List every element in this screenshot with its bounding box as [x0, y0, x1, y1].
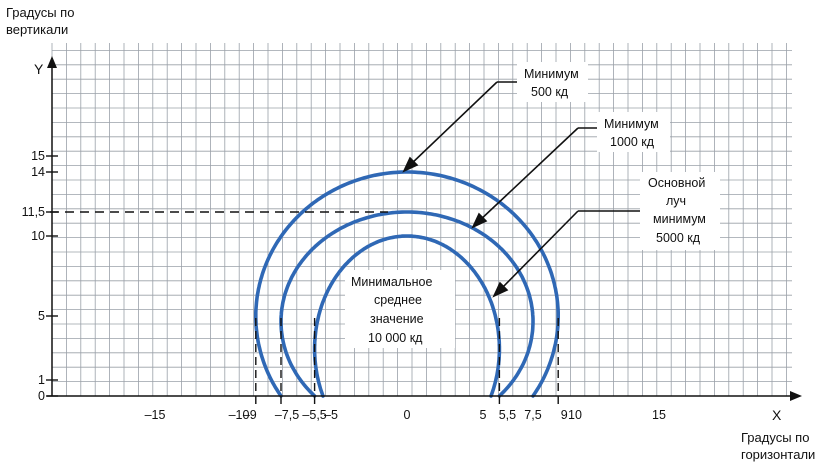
isoline-500-кд [254, 170, 560, 398]
y-tick-label: 1 [38, 373, 45, 387]
callout-text-line: 10 000 кд [368, 331, 423, 345]
y-tick-label: 5 [38, 309, 45, 323]
reference-lines [50, 211, 559, 404]
y-tick-label: 14 [31, 165, 45, 179]
callout-box [640, 172, 720, 250]
callout-min-500: Минимум 500 кд [517, 62, 588, 102]
y-tick-label: 0 [38, 389, 45, 403]
callout-pointers [402, 81, 640, 298]
callout-main-beam: Основной луч минимум 5000 кд [640, 172, 720, 250]
x-tick-label: 5,5 [499, 408, 516, 422]
callout-text-line: Минимум [524, 67, 579, 81]
x-axis-letter: X [772, 407, 782, 423]
x-tick-labels: –15 –10–9 –7,5 –5,5–5 0 5 5,5 7,5 9 10 15 [145, 408, 666, 422]
x-tick-label: 7,5 [524, 408, 541, 422]
callout-text-line: 1000 кд [610, 135, 655, 149]
pointer-arrow-icon [492, 281, 509, 298]
x-tick-label: 5 [480, 408, 487, 422]
y-axis-title-line2: вертикали [6, 22, 68, 37]
callout-text-line: луч [666, 194, 686, 208]
y-axis-title-line1: Градусы по [6, 5, 74, 20]
callout-center: Минимальное среднее значение 10 000 кд [345, 270, 455, 348]
callout-text-line: Основной [648, 176, 705, 190]
x-axis-title-line1: Градусы по [741, 430, 809, 445]
axes [47, 56, 802, 401]
x-tick-label: 0 [404, 408, 411, 422]
x-tick-label: –15 [145, 408, 166, 422]
x-axis-title-line2: горизонтали [741, 447, 815, 462]
pointer-arrow-icon [471, 212, 488, 229]
callout-text-line: 500 кд [531, 85, 569, 99]
y-axis-arrow-icon [47, 56, 57, 68]
x-axis-arrow-icon [790, 391, 802, 401]
x-tick-label: –10 [229, 408, 250, 422]
callout-text-line: минимум [653, 212, 706, 226]
y-tick-label: 11,5 [22, 205, 45, 219]
callout-text-line: Минимальное [351, 275, 432, 289]
callout-text-line: значение [370, 312, 424, 326]
pointer-line [408, 81, 498, 167]
x-tick-label: –9 [243, 408, 257, 422]
isoline-5000-кд [312, 234, 502, 398]
callout-text-line: среднее [374, 293, 422, 307]
x-tick-label: –7,5 [275, 408, 299, 422]
callout-text-line: Минимум [604, 117, 659, 131]
callout-box [517, 62, 588, 102]
y-axis-letter: Y [34, 61, 44, 77]
y-tick-label: 10 [31, 229, 45, 243]
callout-box [597, 112, 670, 152]
pointer-line [498, 210, 579, 292]
callout-min-1000: Минимум 1000 кд [597, 112, 670, 152]
callout-text-line: 5000 кд [656, 231, 701, 245]
x-tick-label: 10 [568, 408, 582, 422]
y-tick-label: 15 [31, 149, 45, 163]
callout-box [345, 270, 455, 348]
pointer-arrow-icon [402, 156, 419, 173]
x-tick-label: –5,5 [302, 408, 326, 422]
pointer-line [477, 127, 579, 223]
x-tick-label: 15 [652, 408, 666, 422]
x-tick-label: –5 [324, 408, 338, 422]
x-tick-label: 9 [561, 408, 568, 422]
